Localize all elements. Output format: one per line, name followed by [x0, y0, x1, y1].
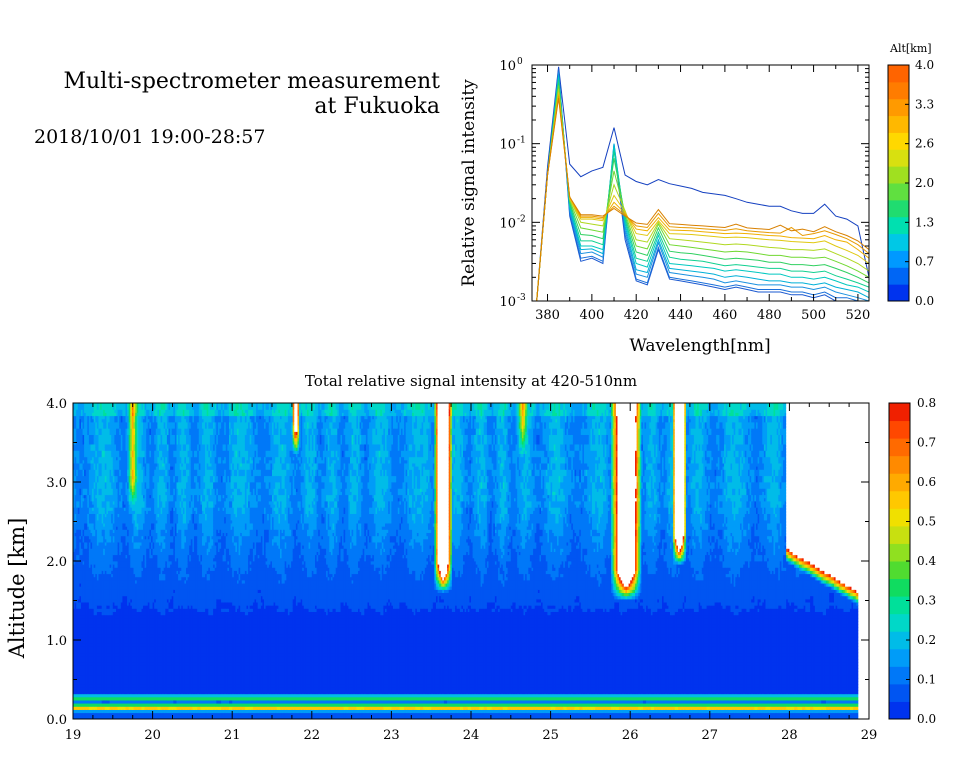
spectrum-colorbar-label: 3.3 [915, 97, 934, 111]
spectrum-colorbar-swatch [888, 116, 909, 133]
spectrum-colorbar-label: 0.7 [915, 255, 934, 269]
spectrum-ytick-exponent: -2 [517, 214, 526, 224]
spectrum-ytick-label: 10 [499, 216, 516, 231]
spectrum-colorbar-label: 1.3 [915, 215, 934, 229]
spectrum-ytick-label: 10 [499, 59, 516, 74]
spectrum-series-0 [536, 67, 869, 305]
spectrum-colorbar-swatch [888, 200, 909, 217]
spectrum-series-12 [536, 96, 869, 304]
spectrum-lines [536, 67, 869, 309]
spectrum-colorbar-swatch [888, 267, 909, 284]
spectrum-xlabel: Wavelength[nm] [629, 336, 770, 356]
spectrum-colorbar-label: 2.0 [915, 176, 934, 190]
spectrum-series-7 [536, 83, 869, 305]
spectrum-series-5 [536, 77, 869, 304]
spectrum-ytick-label: 10 [499, 295, 516, 310]
spectrum-series-13 [536, 98, 869, 305]
spectrum-colorbar-swatch [888, 234, 909, 251]
spectrum-xtick-label: 520 [846, 308, 871, 323]
spectrum-colorbar-swatch [888, 132, 909, 149]
spectrum-ylabel: Relative signal intensity [459, 79, 479, 287]
spectrum-colorbar-swatch [888, 82, 909, 99]
spectrum-xtick-label: 460 [712, 308, 737, 323]
spectrum-ytick-exponent: -3 [517, 293, 526, 303]
spectrum-colorbar-swatch [888, 217, 909, 234]
spectrum-colorbar-label: 4.0 [915, 58, 934, 72]
spectrum-series-11 [536, 95, 869, 305]
spectrum-colorbar-label: 2.6 [915, 137, 934, 151]
heatmap-cells [73, 403, 858, 719]
spectrum-xtick-label: 440 [668, 308, 693, 323]
spectrum-colorbar-swatch [888, 166, 909, 183]
spectrum-xtick-label: 500 [801, 308, 826, 323]
spectrum-ytick-exponent: -1 [517, 136, 526, 146]
spectrum-ytick-exponent: 0 [517, 57, 523, 67]
spectrum-colorbar-swatch [888, 183, 909, 200]
spectrum-colorbar-swatch [888, 99, 909, 116]
spectrum-colorbar: 4.0 3.3 2.6 2.0 1.3 0.7 0.0 [888, 58, 934, 308]
spectrum-series-2 [536, 71, 869, 305]
spectrum-colorbar-swatch [888, 250, 909, 267]
spectrum-colorbar-label: 0.0 [915, 294, 934, 308]
heatmap-title: Total relative signal intensity at 420-5… [305, 372, 637, 390]
spectrum-colorbar-title: Alt[km] [889, 42, 932, 55]
spectrum-xtick-label: 380 [535, 308, 560, 323]
spectrum-xtick-label: 420 [624, 308, 649, 323]
spectrum-colorbar-swatch [888, 65, 909, 82]
spectrum-series-3 [536, 73, 869, 305]
spectrum-xtick-label: 400 [579, 308, 604, 323]
spectrum-ytick-label: 10 [499, 138, 516, 153]
heatmap-panel: Total relative signal intensity at 420-5… [5, 372, 936, 743]
spectrum-colorbar-swatch [888, 284, 909, 301]
spectrum-series-4 [536, 75, 869, 305]
spectrum-colorbar-swatch [888, 149, 909, 166]
spectrum-xtick-label: 480 [757, 308, 782, 323]
